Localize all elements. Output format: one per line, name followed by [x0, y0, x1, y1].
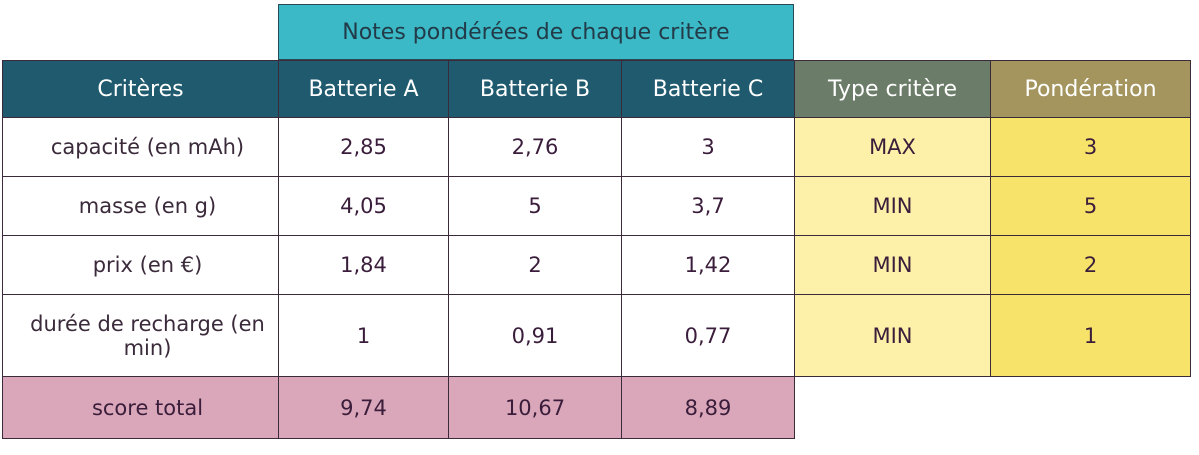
cell-criterion-type: MAX — [794, 117, 991, 177]
cell-weighting: 1 — [990, 294, 1191, 377]
header-weighting: Pondération — [990, 60, 1191, 118]
cell-weighting: 3 — [990, 117, 1191, 177]
table-row: prix (en €) 1,84 2 1,42 MIN 2 — [2, 235, 1191, 295]
cell-weighting: 2 — [990, 235, 1191, 295]
header-criteria: Critères — [2, 60, 279, 118]
cell-criterion-type: MIN — [794, 235, 991, 295]
header-row: Critères Batterie A Batterie B Batterie … — [2, 60, 1191, 118]
cell-battery-b: 2,76 — [448, 117, 622, 177]
cell-weighting: 5 — [990, 176, 1191, 236]
cell-battery-c: 3,7 — [621, 176, 795, 236]
empty-cell — [991, 377, 1191, 439]
cell-battery-a: 1,84 — [278, 235, 449, 295]
cell-battery-c: 3 — [621, 117, 795, 177]
total-score-label: score total — [2, 376, 279, 439]
cell-battery-a: 4,05 — [278, 176, 449, 236]
header-battery-b: Batterie B — [448, 60, 622, 118]
total-score-row: score total 9,74 10,67 8,89 — [2, 376, 1191, 439]
header-battery-c: Batterie C — [621, 60, 795, 118]
row-label: capacité (en mAh) — [2, 117, 279, 177]
cell-criterion-type: MIN — [794, 176, 991, 236]
table-row: durée de recharge (en min) 1 0,91 0,77 M… — [2, 294, 1191, 377]
battery-comparison-table: Critères Batterie A Batterie B Batterie … — [2, 60, 1191, 439]
row-label: durée de recharge (en min) — [2, 294, 279, 377]
empty-cell — [795, 377, 991, 439]
header-battery-a: Batterie A — [278, 60, 449, 118]
table-row: capacité (en mAh) 2,85 2,76 3 MAX 3 — [2, 117, 1191, 177]
row-label: masse (en g) — [2, 176, 279, 236]
cell-battery-b: 0,91 — [448, 294, 622, 377]
cell-battery-a: 2,85 — [278, 117, 449, 177]
table-row: masse (en g) 4,05 5 3,7 MIN 5 — [2, 176, 1191, 236]
total-battery-a: 9,74 — [278, 376, 449, 439]
header-criterion-type: Type critère — [794, 60, 991, 118]
cell-criterion-type: MIN — [794, 294, 991, 377]
row-label: prix (en €) — [2, 235, 279, 295]
cell-battery-c: 1,42 — [621, 235, 795, 295]
cell-battery-c: 0,77 — [621, 294, 795, 377]
cell-battery-a: 1 — [278, 294, 449, 377]
cell-battery-b: 5 — [448, 176, 622, 236]
group-header-weighted-scores: Notes pondérées de chaque critère — [278, 4, 794, 60]
total-battery-c: 8,89 — [621, 376, 795, 439]
total-battery-b: 10,67 — [448, 376, 622, 439]
cell-battery-b: 2 — [448, 235, 622, 295]
